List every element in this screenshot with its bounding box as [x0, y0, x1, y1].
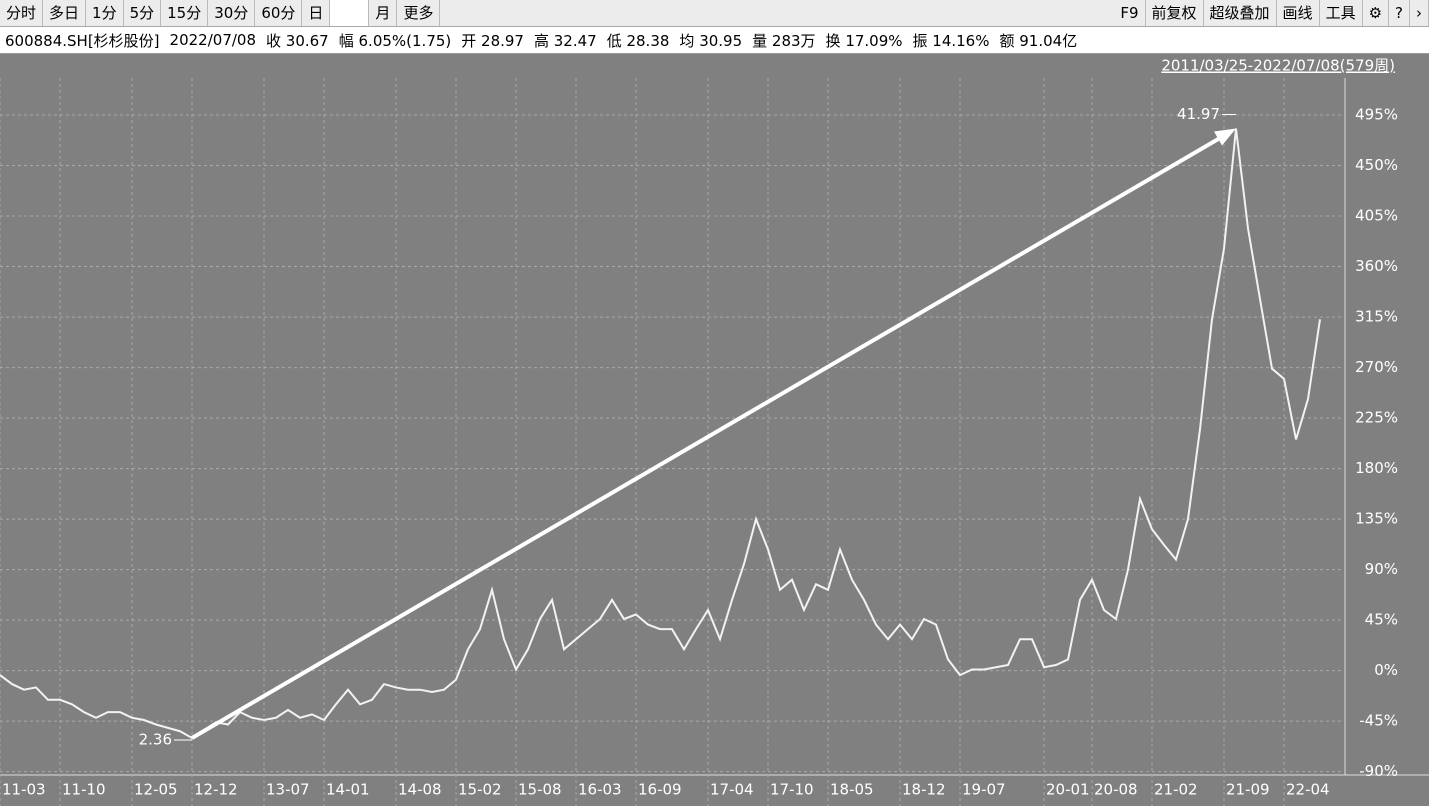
settings-icon[interactable]: ⚙: [1363, 0, 1390, 26]
y-tick-label: 405%: [1355, 207, 1398, 225]
x-tick-label: 13-07: [266, 781, 310, 799]
quote-item: 开 28.97: [461, 31, 524, 50]
period-tab[interactable]: 月: [369, 0, 398, 26]
x-tick-label: 12-05: [134, 781, 178, 799]
x-tick-label: 21-02: [1154, 781, 1198, 799]
quote-item: 幅 6.05%(1.75): [338, 31, 452, 50]
toolbar: 分时 多日 1分 5分 15分 30分 60分日月更多 F9 前复权 超级叠加 画线 工具 ⚙ ? …: [0, 0, 1429, 27]
tool-buttons: F9 前复权 超级叠加 画线 工具: [1114, 0, 1363, 26]
x-tick-label: 19-07: [962, 781, 1006, 799]
period-tab[interactable]: 多日: [43, 0, 87, 26]
x-tick-label: 21-09: [1226, 781, 1270, 799]
x-tick-label: 16-09: [638, 781, 682, 799]
tool-button[interactable]: 前复权: [1146, 0, 1204, 26]
quote-item: 均 30.95: [679, 31, 743, 50]
x-tick-label: 11-03: [2, 781, 46, 799]
x-tick-label: 15-02: [458, 781, 502, 799]
selected-tab[interactable]: [330, 0, 370, 26]
x-tick-label: 14-01: [326, 781, 370, 799]
period-tab[interactable]: 更多: [397, 0, 441, 26]
x-tick-label: 18-12: [902, 781, 946, 799]
x-tick-label: 16-03: [578, 781, 622, 799]
quote-item: 600884.SH[杉杉股份]: [5, 31, 160, 50]
quote-item: 收 30.67: [266, 31, 329, 50]
y-tick-label: 180%: [1355, 459, 1398, 477]
x-tick-label: 11-10: [62, 781, 106, 799]
help-icon[interactable]: ?: [1389, 0, 1410, 26]
chart-bg: [0, 54, 1429, 806]
y-tick-label: 135%: [1355, 510, 1398, 528]
y-tick-label: 270%: [1355, 358, 1398, 376]
quote-item: 额 91.04亿: [999, 31, 1078, 50]
quote-item: 振 14.16%: [912, 31, 990, 50]
x-tick-label: 22-04: [1286, 781, 1330, 799]
y-tick-label: 0%: [1374, 661, 1398, 679]
x-tick-label: 17-10: [770, 781, 814, 799]
y-tick-label: 495%: [1355, 106, 1398, 124]
quote-bar: 600884.SH[杉杉股份] 2022/07/08 收 30.67 幅 6.05%(…: [0, 27, 1429, 54]
x-tick-label: 17-04: [710, 781, 754, 799]
y-tick-label: 90%: [1365, 560, 1398, 578]
chart: 2011/03/25-2022/07/08(579周) -90% -45% 0% 45…: [0, 54, 1429, 806]
period-tab[interactable]: 60分: [255, 0, 303, 26]
y-tick-label: 450%: [1355, 156, 1398, 174]
high-label: 41.97: [1177, 105, 1220, 123]
tool-button[interactable]: F9: [1114, 0, 1146, 26]
arrow-head: [1214, 128, 1236, 146]
y-tick-label: 225%: [1355, 409, 1398, 427]
period-tab[interactable]: 5分: [124, 0, 162, 26]
x-tick-label: 12-12: [194, 781, 238, 799]
trend-arrow: [190, 132, 1228, 740]
next-icon[interactable]: ›: [1410, 0, 1429, 26]
x-tick-label: 18-05: [830, 781, 874, 799]
quote-item: 2022/07/08: [169, 31, 257, 49]
quote-item: 换 17.09%: [825, 31, 903, 50]
low-label: 2.36: [139, 730, 172, 748]
x-tick-label: 20-01: [1046, 781, 1090, 799]
period-tab[interactable]: 30分: [208, 0, 256, 26]
tool-button[interactable]: 超级叠加: [1204, 0, 1277, 26]
y-tick-label: 45%: [1365, 611, 1398, 629]
quote-item: 高 32.47: [533, 31, 597, 50]
x-tick-label: 20-08: [1094, 781, 1138, 799]
quote-item: 低 28.38: [606, 31, 670, 50]
period-tabs: 分时 多日 1分 5分 15分 30分 60分日 月更多: [0, 0, 441, 26]
period-tab[interactable]: 日: [302, 0, 331, 26]
y-tick-label: 360%: [1355, 257, 1398, 275]
y-tick-label: -90%: [1359, 762, 1398, 780]
tool-button[interactable]: 工具: [1320, 0, 1363, 26]
y-tick-label: -45%: [1359, 712, 1398, 730]
range-label[interactable]: 2011/03/25-2022/07/08(579周): [1161, 57, 1395, 75]
period-tab[interactable]: 分时: [0, 0, 44, 26]
period-tab[interactable]: 15分: [161, 0, 209, 26]
x-tick-label: 15-08: [518, 781, 562, 799]
quote-item: 量 283万: [752, 31, 816, 50]
y-tick-label: 315%: [1355, 308, 1398, 326]
tool-button[interactable]: 画线: [1277, 0, 1320, 26]
period-tab[interactable]: 1分: [86, 0, 124, 26]
x-tick-label: 14-08: [398, 781, 442, 799]
